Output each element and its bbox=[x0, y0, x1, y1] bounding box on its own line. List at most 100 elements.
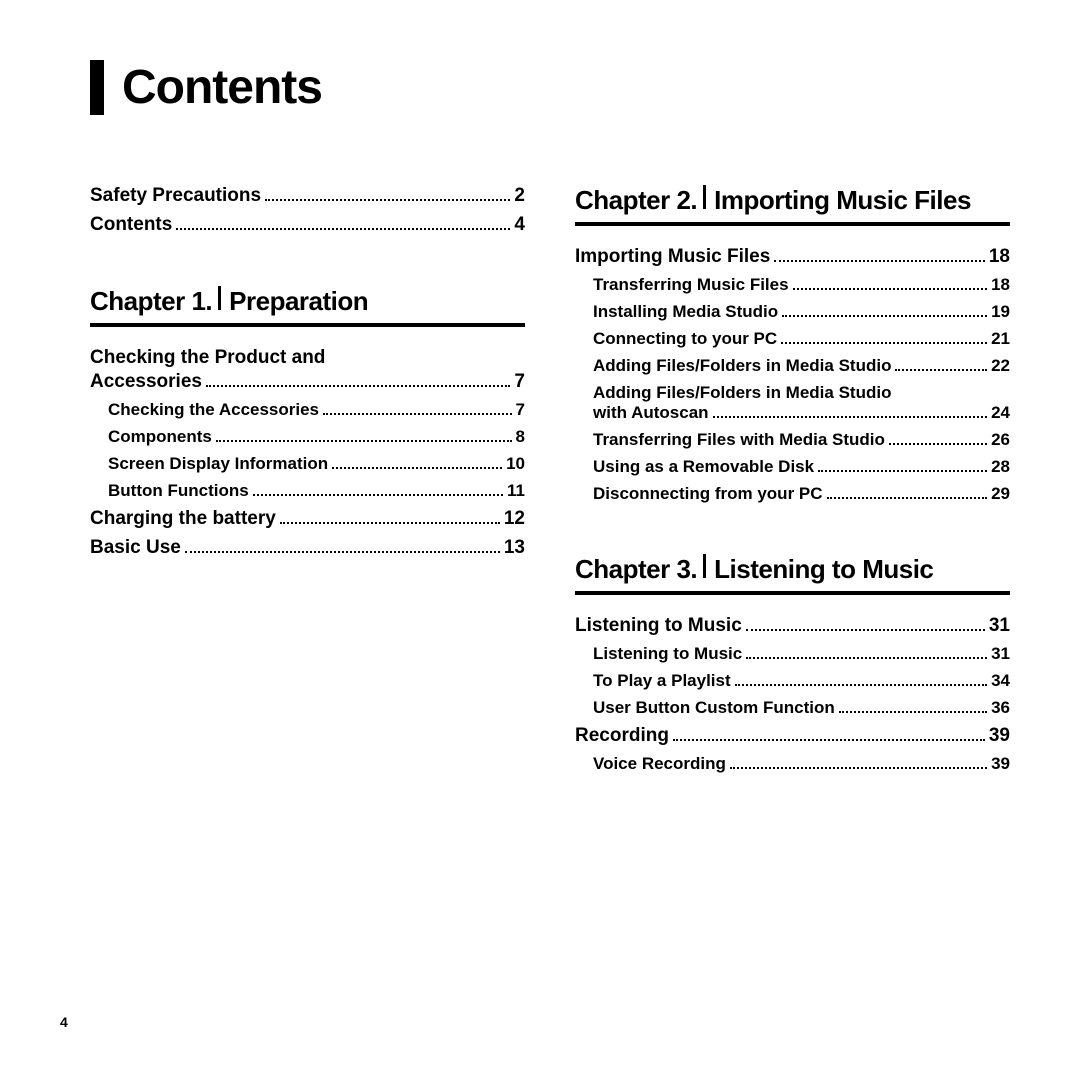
toc-sub-row: Screen Display Information 10 bbox=[90, 454, 525, 474]
toc-label: Voice Recording bbox=[593, 754, 726, 774]
toc-leader-dots bbox=[265, 199, 510, 201]
toc-leader-dots bbox=[793, 288, 988, 290]
toc-leader-dots bbox=[839, 711, 987, 713]
toc-label: Contents bbox=[90, 214, 172, 236]
toc-label: Charging the battery bbox=[90, 508, 276, 530]
toc-sub-row: Using as a Removable Disk 28 bbox=[575, 457, 1010, 477]
toc-leader-dots bbox=[730, 767, 987, 769]
toc-label: Checking the Product and bbox=[90, 347, 325, 369]
toc-page: 31 bbox=[989, 615, 1010, 637]
toc-sub-row: Installing Media Studio 19 bbox=[575, 302, 1010, 322]
toc-leader-dots bbox=[280, 522, 500, 524]
toc-section-row: Accessories 7 bbox=[90, 371, 525, 393]
column-right: Chapter 2. Importing Music Files Importi… bbox=[575, 185, 1010, 824]
toc-label: Listening to Music bbox=[593, 644, 742, 664]
toc-leader-dots bbox=[735, 684, 987, 686]
toc-label: Transferring Files with Media Studio bbox=[593, 430, 885, 450]
toc-label: Disconnecting from your PC bbox=[593, 484, 823, 504]
chapter-number: Chapter 1. bbox=[90, 286, 212, 317]
toc-sub-row: Adding Files/Folders in Media Studio 22 bbox=[575, 356, 1010, 376]
toc-page: 19 bbox=[991, 302, 1010, 322]
toc-label: Recording bbox=[575, 725, 669, 747]
toc-leader-dots bbox=[332, 467, 502, 469]
toc-section-row: Listening to Music 31 bbox=[575, 615, 1010, 637]
chapter-heading: Chapter 3. Listening to Music bbox=[575, 554, 1010, 595]
column-left: Safety Precautions 2 Contents 4 Chapter … bbox=[90, 185, 525, 824]
toc-leader-dots bbox=[895, 369, 987, 371]
toc-leader-dots bbox=[782, 315, 987, 317]
title-block: Contents bbox=[90, 60, 1010, 115]
toc-sub-row: Adding Files/Folders in Media Studio bbox=[575, 383, 1010, 403]
toc-page: 39 bbox=[989, 725, 1010, 747]
toc-page: 29 bbox=[991, 484, 1010, 504]
toc-sub-row: Transferring Music Files 18 bbox=[575, 275, 1010, 295]
toc-leader-dots bbox=[746, 629, 985, 631]
chapter-heading: Chapter 2. Importing Music Files bbox=[575, 185, 1010, 226]
toc-section-row: Contents 4 bbox=[90, 214, 525, 236]
toc-leader-dots bbox=[176, 228, 510, 230]
toc-page: 7 bbox=[516, 400, 525, 420]
toc-label: Adding Files/Folders in Media Studio bbox=[593, 356, 891, 376]
toc-label: Basic Use bbox=[90, 537, 181, 559]
page-body: Contents Safety Precautions 2 Contents 4… bbox=[0, 0, 1080, 864]
toc-page: 22 bbox=[991, 356, 1010, 376]
toc-sub-row: Transferring Files with Media Studio 26 bbox=[575, 430, 1010, 450]
toc-label: Importing Music Files bbox=[575, 246, 770, 268]
toc-label: Transferring Music Files bbox=[593, 275, 789, 295]
toc-section-row: Checking the Product and bbox=[90, 347, 525, 369]
toc-leader-dots bbox=[206, 385, 510, 387]
toc-leader-dots bbox=[818, 470, 987, 472]
toc-page: 10 bbox=[506, 454, 525, 474]
toc-label: Checking the Accessories bbox=[108, 400, 319, 420]
toc-page: 34 bbox=[991, 671, 1010, 691]
toc-page: 11 bbox=[507, 481, 525, 501]
toc-page: 2 bbox=[514, 185, 525, 207]
toc-section-row: Charging the battery 12 bbox=[90, 508, 525, 530]
chapter-divider bbox=[703, 554, 706, 578]
page-title: Contents bbox=[122, 60, 322, 115]
toc-label: Safety Precautions bbox=[90, 185, 261, 207]
toc-sub-row: Connecting to your PC 21 bbox=[575, 329, 1010, 349]
toc-label: Adding Files/Folders in Media Studio bbox=[593, 383, 891, 402]
toc-page: 28 bbox=[991, 457, 1010, 477]
toc-page: 13 bbox=[504, 537, 525, 559]
chapter-divider bbox=[218, 286, 221, 310]
toc-page: 26 bbox=[991, 430, 1010, 450]
toc-sub-row: Components 8 bbox=[90, 427, 525, 447]
toc-label: Accessories bbox=[90, 371, 202, 393]
toc-label: Using as a Removable Disk bbox=[593, 457, 814, 477]
toc-leader-dots bbox=[216, 440, 512, 442]
toc-label: Listening to Music bbox=[575, 615, 742, 637]
toc-section-row: Importing Music Files 18 bbox=[575, 246, 1010, 268]
chapter-number: Chapter 3. bbox=[575, 554, 697, 585]
toc-page: 24 bbox=[991, 403, 1010, 423]
toc-sub-row: Voice Recording 39 bbox=[575, 754, 1010, 774]
chapter-number: Chapter 2. bbox=[575, 185, 697, 216]
toc-page: 18 bbox=[989, 246, 1010, 268]
chapter-title: Listening to Music bbox=[714, 554, 933, 585]
toc-label: Button Functions bbox=[108, 481, 249, 501]
chapter-heading: Chapter 1. Preparation bbox=[90, 286, 525, 327]
toc-leader-dots bbox=[713, 416, 988, 418]
toc-sub-row: Disconnecting from your PC 29 bbox=[575, 484, 1010, 504]
toc-sub-row: with Autoscan 24 bbox=[575, 403, 1010, 423]
title-accent-bar bbox=[90, 60, 104, 115]
toc-leader-dots bbox=[673, 739, 985, 741]
page-number: 4 bbox=[60, 1014, 68, 1030]
toc-page: 8 bbox=[516, 427, 525, 447]
columns: Safety Precautions 2 Contents 4 Chapter … bbox=[90, 185, 1010, 824]
toc-section-row: Safety Precautions 2 bbox=[90, 185, 525, 207]
preamble-block: Safety Precautions 2 Contents 4 bbox=[90, 185, 525, 236]
chapter-2-block: Importing Music Files 18 Transferring Mu… bbox=[575, 246, 1010, 504]
toc-sub-row: Button Functions 11 bbox=[90, 481, 525, 501]
toc-leader-dots bbox=[774, 260, 985, 262]
chapter-1-block: Checking the Product and Accessories 7 C… bbox=[90, 347, 525, 559]
toc-page: 4 bbox=[514, 214, 525, 236]
chapter-3-block: Listening to Music 31 Listening to Music… bbox=[575, 615, 1010, 774]
toc-page: 39 bbox=[991, 754, 1010, 774]
toc-sub-row: User Button Custom Function 36 bbox=[575, 698, 1010, 718]
toc-leader-dots bbox=[889, 443, 987, 445]
toc-leader-dots bbox=[185, 551, 500, 553]
toc-leader-dots bbox=[253, 494, 503, 496]
toc-label: Screen Display Information bbox=[108, 454, 328, 474]
